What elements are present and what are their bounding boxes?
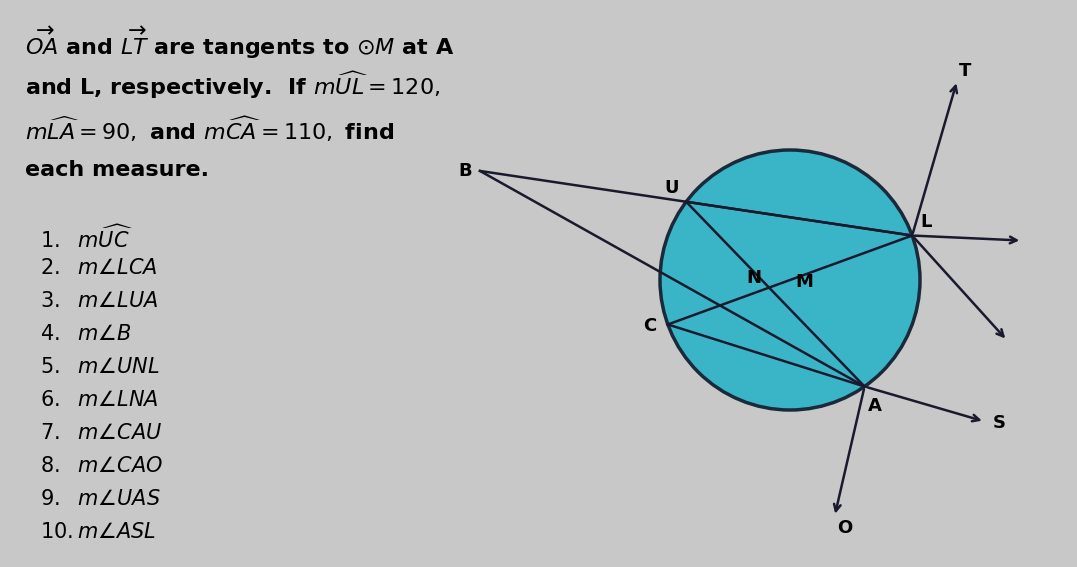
Text: $7.\ \ m\angle CAU$: $7.\ \ m\angle CAU$ [40,423,163,443]
Text: U: U [663,179,679,197]
Text: $9.\ \ m\angle UAS$: $9.\ \ m\angle UAS$ [40,489,160,509]
Text: and L, respectively.  If $m\widehat{UL} = 120,$: and L, respectively. If $m\widehat{UL} =… [25,70,440,101]
Text: S: S [993,414,1006,433]
Text: $\overrightarrow{OA}$ and $\overrightarrow{LT}$ are tangents to $\odot M$ at A: $\overrightarrow{OA}$ and $\overrightarr… [25,25,454,61]
Text: $5.\ \ m\angle UNL$: $5.\ \ m\angle UNL$ [40,357,159,377]
Text: N: N [746,269,761,286]
Text: $2.\ \ m\angle LCA$: $2.\ \ m\angle LCA$ [40,258,157,278]
Text: M: M [795,273,813,291]
Text: B: B [458,162,472,180]
Text: $m\widehat{LA} = 90,$ and $m\widehat{CA} = 110,$ find: $m\widehat{LA} = 90,$ and $m\widehat{CA}… [25,115,394,144]
Ellipse shape [660,150,920,410]
Text: L: L [921,213,932,231]
Text: $1.\ \ m\widehat{UC}$: $1.\ \ m\widehat{UC}$ [40,225,134,252]
Text: $8.\ \ m\angle CAO$: $8.\ \ m\angle CAO$ [40,456,163,476]
Text: T: T [959,62,971,79]
Text: $4.\ \ m\angle B$: $4.\ \ m\angle B$ [40,324,131,344]
Text: $3.\ \ m\angle LUA$: $3.\ \ m\angle LUA$ [40,291,158,311]
Text: $10.m\angle ASL$: $10.m\angle ASL$ [40,522,156,542]
Text: A: A [868,397,881,416]
Text: O: O [837,519,852,538]
Text: C: C [643,318,657,336]
Text: $6.\ \ m\angle LNA$: $6.\ \ m\angle LNA$ [40,390,158,410]
Text: each measure.: each measure. [25,160,209,180]
